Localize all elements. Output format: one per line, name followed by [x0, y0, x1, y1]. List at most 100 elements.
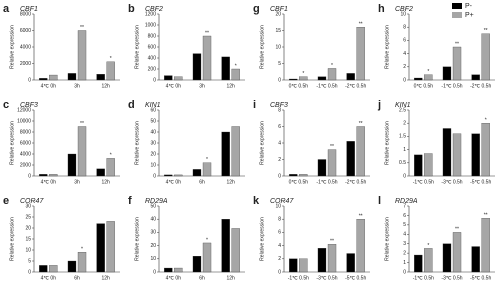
bar: [106, 158, 115, 177]
y-axis-label: Relative expression: [9, 217, 15, 261]
y-axis-label: Relative expression: [259, 121, 265, 165]
significance-mark: **: [359, 214, 363, 220]
y-axis-label: Relative expression: [134, 121, 140, 165]
y-tick-label: 6000: [20, 140, 31, 146]
bar: [317, 76, 327, 81]
bar: [452, 232, 462, 273]
y-tick-label: 0: [28, 269, 31, 275]
bar: [289, 258, 298, 273]
bar: [471, 133, 480, 177]
y-tick-label: 0: [278, 173, 281, 179]
y-tick-label: 0: [153, 77, 156, 83]
panel-letter: d: [128, 99, 135, 111]
bar: [174, 267, 183, 273]
significance-mark: *: [427, 243, 429, 249]
bar: [192, 256, 202, 273]
y-tick-label: 4: [278, 243, 281, 249]
y-tick-label: 10: [150, 162, 156, 168]
y-tick-label: 4: [403, 51, 406, 57]
y-tick-label: 1.5: [399, 134, 406, 140]
significance-mark: *: [110, 153, 112, 159]
x-tick-label: 4℃ 0h: [41, 83, 57, 89]
y-tick-label: 15: [275, 28, 281, 34]
bar: [346, 141, 355, 177]
y-axis-label: Relative expression: [134, 25, 140, 69]
significance-mark: *: [331, 63, 333, 69]
y-tick-label: 6000: [20, 28, 31, 34]
significance-mark: **: [205, 30, 209, 36]
bar: [164, 75, 173, 81]
x-tick-label: -1℃ 0.5h: [316, 83, 337, 89]
y-tick-label: 2: [278, 157, 281, 163]
bar: [481, 33, 490, 81]
bar: [299, 258, 308, 273]
legend-swatch: [452, 3, 462, 9]
gene-title: RD29A: [145, 198, 168, 205]
y-tick-label: 8: [278, 107, 281, 113]
y-tick-label: 0: [153, 173, 156, 179]
x-tick-label: -3℃ 0.5h: [316, 275, 337, 281]
bar: [164, 174, 173, 177]
y-tick-label: 0: [28, 173, 31, 179]
y-tick-label: 7: [403, 203, 406, 209]
bar: [39, 174, 48, 177]
bar: [317, 159, 327, 177]
x-tick-label: -1℃ 0.5h: [413, 179, 434, 185]
bar: [202, 35, 212, 81]
bar: [356, 126, 365, 177]
y-tick-label: 1: [403, 260, 406, 266]
bar: [327, 244, 337, 273]
bar: [192, 169, 202, 177]
legend-swatch: [452, 12, 462, 18]
x-tick-label: -1℃ 0.5h: [316, 179, 337, 185]
bar: [346, 73, 355, 81]
x-tick-label: 12h: [226, 179, 235, 185]
x-tick-label: 6h: [199, 179, 205, 185]
y-tick-label: 8: [403, 25, 406, 31]
bar: [106, 61, 115, 81]
panel-letter: j: [377, 99, 381, 111]
y-tick-label: 400: [148, 55, 157, 61]
y-tick-label: 8: [278, 217, 281, 223]
y-tick-label: 1000: [145, 22, 156, 28]
y-tick-label: 6: [278, 230, 281, 236]
x-tick-label: 6h: [199, 275, 205, 281]
y-tick-label: 10: [275, 44, 281, 50]
bar: [424, 74, 433, 81]
y-tick-label: 8000: [20, 11, 31, 17]
y-tick-label: 20: [150, 151, 156, 157]
bar: [96, 168, 105, 177]
significance-mark: **: [455, 41, 459, 47]
y-tick-label: 10: [275, 203, 281, 209]
y-axis-label: Relative expression: [384, 217, 390, 261]
bar: [424, 153, 433, 177]
y-axis-label: Relative expression: [9, 121, 15, 165]
bar: [67, 73, 77, 81]
bar: [299, 174, 308, 177]
gene-title: CBF2: [145, 6, 163, 13]
y-tick-label: 30: [25, 203, 31, 209]
significance-mark: **: [330, 144, 334, 150]
significance-mark: *: [302, 71, 304, 77]
x-tick-label: -1℃ 0.5h: [441, 83, 462, 89]
x-tick-label: -5℃ 0.5h: [470, 179, 491, 185]
y-tick-label: 0: [28, 77, 31, 83]
gene-title: KIN1: [395, 102, 411, 109]
y-tick-label: 200: [148, 66, 157, 72]
panel-letter: c: [3, 99, 9, 111]
legend-label: P-: [465, 3, 473, 10]
bar: [106, 221, 115, 273]
bar: [96, 223, 105, 273]
bar: [424, 248, 433, 273]
bar: [231, 126, 240, 177]
panel-letter: g: [253, 3, 260, 15]
x-tick-label: -1℃ 0.5h: [413, 275, 434, 281]
panel-letter: b: [128, 3, 135, 15]
significance-mark: **: [359, 121, 363, 127]
y-tick-label: 40: [150, 129, 156, 135]
x-tick-label: 4℃ 0h: [166, 83, 182, 89]
x-tick-label: -2℃ 0.5h: [345, 179, 366, 185]
x-tick-label: -2℃ 0.5h: [345, 83, 366, 89]
y-tick-label: 800: [148, 33, 157, 39]
bar: [202, 162, 212, 177]
